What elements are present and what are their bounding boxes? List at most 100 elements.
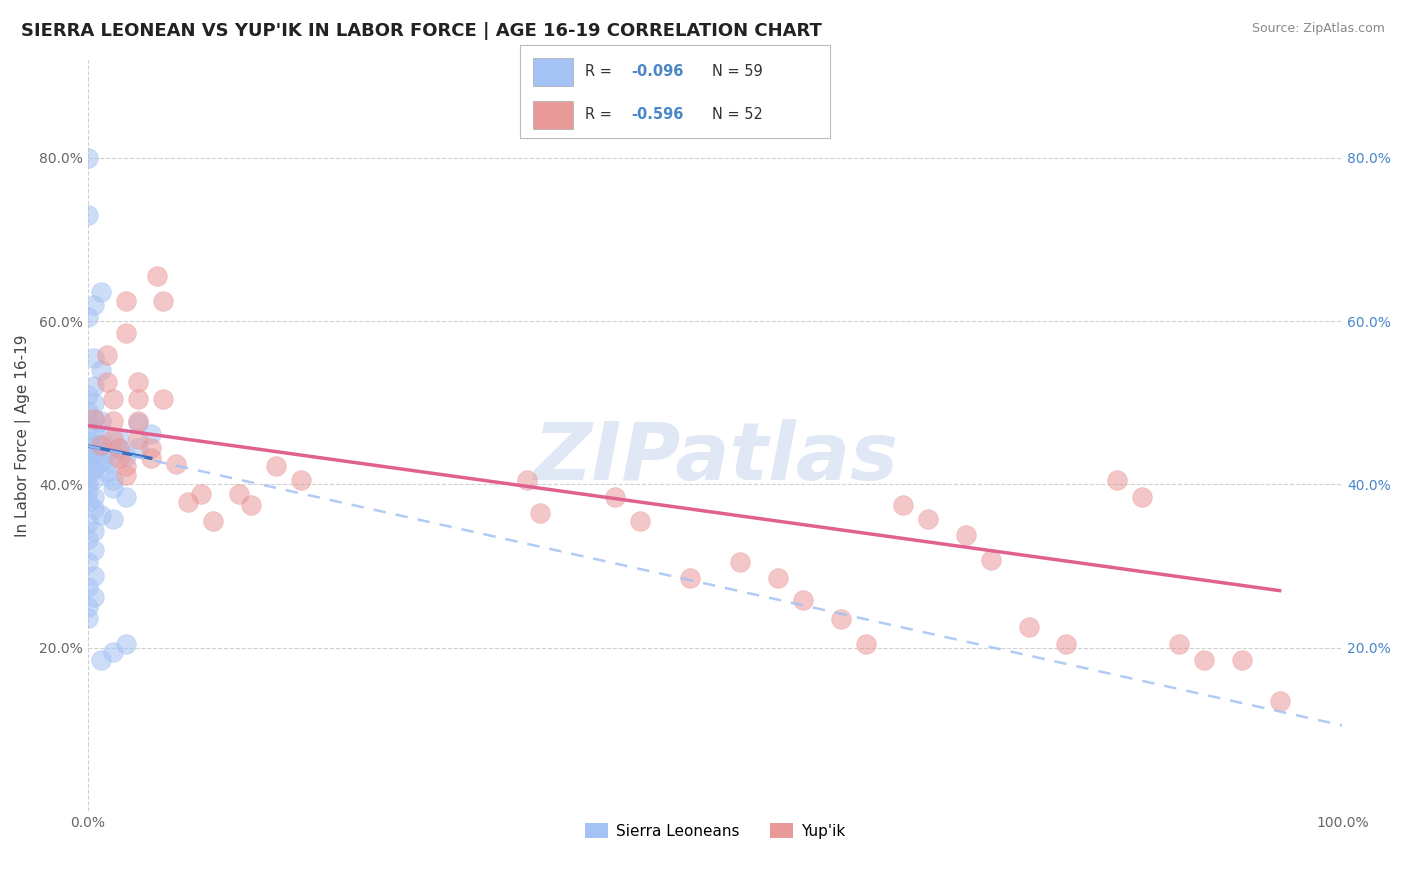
Point	[83, 351, 105, 365]
Point	[855, 637, 877, 651]
Point	[980, 552, 1002, 566]
Text: R =: R =	[585, 64, 617, 79]
Point	[101, 414, 124, 428]
Point	[96, 348, 118, 362]
Point	[264, 459, 287, 474]
Point	[202, 514, 225, 528]
Point	[728, 555, 751, 569]
Point	[77, 404, 100, 418]
Point	[83, 472, 105, 486]
Point	[96, 465, 118, 479]
Point	[77, 477, 100, 491]
Point	[139, 441, 162, 455]
Point	[114, 637, 136, 651]
Point	[90, 508, 112, 523]
Point	[77, 434, 100, 449]
Point	[190, 487, 212, 501]
Text: -0.096: -0.096	[631, 64, 683, 79]
Point	[891, 498, 914, 512]
Point	[77, 599, 100, 614]
Point	[77, 516, 100, 530]
Point	[1168, 637, 1191, 651]
Point	[90, 438, 112, 452]
Point	[114, 293, 136, 308]
Point	[127, 441, 149, 455]
Point	[177, 495, 200, 509]
Point	[1268, 694, 1291, 708]
Point	[1230, 653, 1253, 667]
Text: SIERRA LEONEAN VS YUP'IK IN LABOR FORCE | AGE 16-19 CORRELATION CHART: SIERRA LEONEAN VS YUP'IK IN LABOR FORCE …	[21, 22, 823, 40]
Point	[127, 392, 149, 406]
Point	[77, 450, 100, 465]
Legend: Sierra Leoneans, Yup'ik: Sierra Leoneans, Yup'ik	[579, 817, 851, 845]
Point	[83, 524, 105, 538]
Point	[139, 451, 162, 466]
Point	[90, 414, 112, 428]
Point	[108, 441, 131, 455]
Point	[152, 293, 174, 308]
Point	[152, 392, 174, 406]
Point	[1130, 490, 1153, 504]
Point	[127, 433, 149, 447]
FancyBboxPatch shape	[533, 58, 572, 86]
Point	[108, 451, 131, 466]
Text: Source: ZipAtlas.com: Source: ZipAtlas.com	[1251, 22, 1385, 36]
Text: N = 52: N = 52	[711, 107, 763, 122]
Point	[77, 442, 100, 457]
Point	[77, 483, 100, 498]
Point	[1018, 620, 1040, 634]
Point	[228, 487, 250, 501]
Point	[83, 502, 105, 516]
Point	[146, 269, 169, 284]
Point	[516, 473, 538, 487]
Point	[83, 569, 105, 583]
Point	[114, 326, 136, 341]
Point	[77, 495, 100, 509]
Point	[90, 430, 112, 444]
Point	[127, 414, 149, 428]
Point	[77, 151, 100, 165]
Point	[83, 425, 105, 439]
Point	[77, 310, 100, 324]
Point	[114, 467, 136, 482]
Point	[830, 612, 852, 626]
Point	[101, 512, 124, 526]
Point	[108, 431, 131, 445]
Point	[77, 555, 100, 569]
Point	[101, 392, 124, 406]
Point	[101, 645, 124, 659]
Point	[90, 285, 112, 300]
Point	[165, 457, 187, 471]
Point	[77, 208, 100, 222]
Point	[96, 376, 118, 390]
Point	[955, 528, 977, 542]
Point	[1054, 637, 1077, 651]
Point	[96, 446, 118, 460]
Point	[1194, 653, 1216, 667]
Point	[83, 379, 105, 393]
Point	[83, 462, 105, 476]
Point	[766, 571, 789, 585]
Point	[603, 490, 626, 504]
Point	[240, 498, 263, 512]
Point	[114, 490, 136, 504]
Point	[90, 438, 112, 452]
Point	[529, 506, 551, 520]
Point	[83, 490, 105, 504]
Point	[1105, 473, 1128, 487]
Point	[139, 426, 162, 441]
Point	[96, 454, 118, 468]
Text: -0.596: -0.596	[631, 107, 683, 122]
Point	[83, 298, 105, 312]
Text: N = 59: N = 59	[711, 64, 762, 79]
Point	[77, 418, 100, 433]
Point	[77, 387, 100, 401]
Point	[114, 449, 136, 463]
Point	[83, 590, 105, 604]
Point	[127, 416, 149, 430]
Point	[114, 459, 136, 474]
Point	[83, 395, 105, 409]
Point	[83, 439, 105, 453]
Point	[628, 514, 651, 528]
Point	[90, 653, 112, 667]
